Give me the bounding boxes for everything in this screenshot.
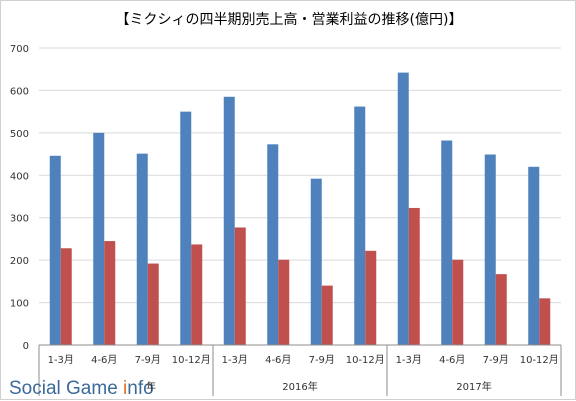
y-tick-label: 200 bbox=[10, 256, 29, 267]
y-tick-label: 300 bbox=[10, 214, 29, 225]
bar-series-2 bbox=[60, 248, 72, 345]
grid-lines bbox=[39, 47, 561, 346]
x-tick-label: 10-12月 bbox=[172, 354, 211, 366]
x-tick-label: 10-12月 bbox=[520, 354, 559, 366]
bar-series-1 bbox=[180, 111, 192, 346]
bar-series-2 bbox=[147, 263, 159, 345]
y-axis-ticks: 0 100 200 300 400 500 600 700 bbox=[10, 44, 29, 352]
watermark-i: i bbox=[123, 378, 127, 399]
bar-series-2 bbox=[452, 259, 464, 345]
partial-year-label: 年 bbox=[146, 380, 156, 393]
watermark-text: Social Game info bbox=[9, 378, 154, 399]
bar-series-1 bbox=[310, 178, 322, 345]
bar-series-2 bbox=[104, 241, 116, 345]
x-tick-label: 7-9月 bbox=[483, 354, 509, 366]
watermark-text-pre: Social Game bbox=[9, 378, 123, 399]
bar-series-2 bbox=[365, 250, 377, 345]
bar-series-2 bbox=[539, 298, 551, 345]
bar-series-1 bbox=[49, 155, 61, 345]
x-tick-label: 1-3月 bbox=[222, 354, 248, 366]
bar-series-1 bbox=[136, 153, 148, 345]
bar-series-2 bbox=[278, 259, 290, 345]
bar-series-2 bbox=[321, 285, 333, 345]
x-tick-label: 1-3月 bbox=[396, 354, 422, 366]
bars bbox=[49, 72, 551, 346]
bar-series-2 bbox=[495, 274, 507, 345]
bar-series-1 bbox=[397, 72, 409, 345]
bar-series-1 bbox=[93, 132, 105, 345]
y-tick-label: 400 bbox=[10, 171, 29, 182]
y-tick-label: 100 bbox=[10, 299, 29, 310]
bar-series-1 bbox=[267, 144, 279, 345]
x-tick-label: 4-6月 bbox=[91, 354, 117, 366]
x-tick-label: 1-3月 bbox=[48, 354, 74, 366]
x-tick-label: 7-9月 bbox=[135, 354, 161, 366]
y-tick-label: 600 bbox=[10, 86, 29, 97]
year-group-label: 2017年 bbox=[456, 380, 491, 393]
y-tick-label: 500 bbox=[10, 129, 29, 140]
x-tick-label: 10-12月 bbox=[346, 354, 385, 366]
bar-series-2 bbox=[408, 207, 420, 345]
x-tick-label: 7-9月 bbox=[309, 354, 335, 366]
bar-series-2 bbox=[191, 244, 203, 345]
bar-series-1 bbox=[441, 140, 453, 345]
year-group-label: 2016年 bbox=[282, 380, 317, 393]
chart-title: 【ミクシィの四半期別売上高・営業利益の推移(億円)】 bbox=[116, 11, 463, 28]
x-axis: 1-3月 4-6月 7-9月 10-12月 1-3月 4-6月 7-9月 10-12月 1-3月… bbox=[38, 344, 562, 396]
bar-series-2 bbox=[234, 227, 246, 345]
y-tick-label: 0 bbox=[23, 341, 29, 352]
watermark-text-post: nfo bbox=[127, 378, 153, 399]
x-tick-label: 4-6月 bbox=[439, 354, 465, 366]
bar-series-1 bbox=[223, 96, 235, 346]
x-tick-label: 4-6月 bbox=[265, 354, 291, 366]
bar-series-1 bbox=[484, 154, 496, 345]
watermark: Social Game info 年 bbox=[9, 378, 156, 399]
bar-series-1 bbox=[354, 106, 366, 346]
bar-series-1 bbox=[528, 166, 540, 345]
y-tick-label: 700 bbox=[10, 44, 29, 55]
